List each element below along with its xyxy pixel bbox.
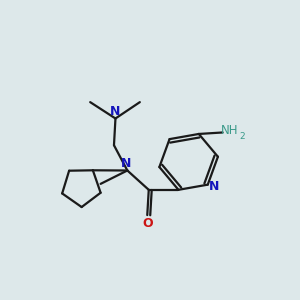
Text: N: N bbox=[209, 180, 220, 193]
Text: N: N bbox=[121, 158, 131, 170]
Text: NH: NH bbox=[221, 124, 238, 137]
Text: O: O bbox=[142, 217, 153, 230]
Text: 2: 2 bbox=[239, 131, 245, 140]
Text: N: N bbox=[110, 105, 121, 118]
